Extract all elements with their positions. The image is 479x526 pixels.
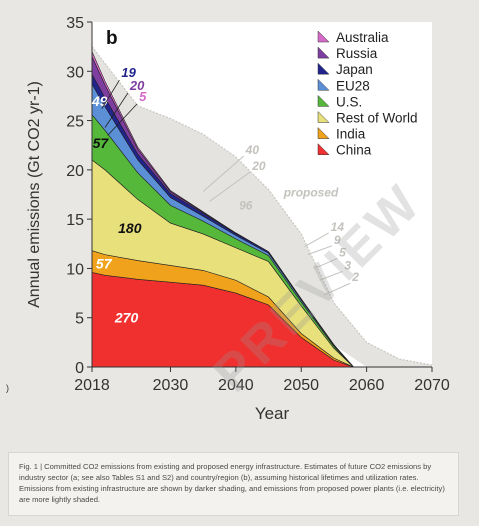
proposed-leader-7 [323,282,351,296]
legend-label-australia: Australia [336,30,389,45]
x-axis-title: Year [255,404,290,423]
proposed-leader-0 [202,155,244,192]
proposed-value-6: 3 [344,258,351,272]
proposed-area [92,46,432,368]
callout-value-russia: 20 [129,78,145,93]
x-tick-label-2060: 2060 [349,377,385,394]
area-australia [91,51,354,368]
area-label-u-s: 57 [93,135,110,151]
legend-label-eu28: EU28 [336,78,370,93]
x-tick-label-2030: 2030 [153,377,189,394]
legend-swatch-rest-of-world [317,110,330,123]
legend-label-china: China [336,143,372,158]
legend-swatch-australia [317,30,330,43]
proposed-value-0: 40 [245,143,260,157]
proposed-leader-4 [307,245,333,256]
x-tick-label-2018: 2018 [74,377,110,394]
left-marker: ) [6,383,9,393]
proposed-leader-5 [314,258,338,269]
proposed-leader-1 [209,171,251,202]
legend-label-russia: Russia [336,46,378,61]
chart-panel: 0 5 10 15 20 25 30 35 2018 2030 2040 2050 2060 2070 Ye… [26,15,450,423]
callout-value-japan: 19 [121,65,136,80]
callout-leader-japan [101,79,120,109]
area-label-india: 57 [96,255,113,271]
y-tick-label-10: 10 [66,261,84,278]
proposed-leader-6 [319,270,343,281]
caption-text: Fig. 1 | Committed CO2 emissions from ex… [19,462,445,504]
y-tick-label-0: 0 [75,360,84,377]
proposed-value-2: 96 [239,198,253,212]
legend-swatch-japan [317,62,330,75]
legend-label-india: India [336,127,366,142]
proposed-value-5: 5 [339,246,346,260]
legend-swatch-china [317,143,330,155]
y-tick-label-35: 35 [66,15,84,32]
legend-label-rest-of-world: Rest of World [336,111,418,126]
y-tick-label-15: 15 [66,212,84,229]
callout-leader-australia [107,103,138,136]
proposed-label: proposed [283,185,339,199]
x-tick-label-2070: 2070 [414,377,450,394]
panel-label: b [106,28,118,49]
area-label-eu28: 49 [91,93,108,109]
callout-value-australia: 5 [139,89,147,104]
callout-leader-russia [104,92,129,128]
legend-swatch-india [317,126,330,139]
y-tick-label-25: 25 [66,114,84,131]
x-tick-label-2050: 2050 [283,377,319,394]
legend-label-u-s: U.S. [336,94,362,109]
proposed-leader-3 [304,232,329,248]
proposed-value-3: 14 [331,220,345,234]
legend-swatch-eu28 [317,78,330,91]
area-label-rest-of-world: 180 [118,220,142,236]
legend-swatch-russia [317,46,330,59]
y-axis-title: Annual emissions (Gt CO2 yr-1) [26,81,43,308]
legend-swatch-u-s [317,94,330,107]
area-label-china: 270 [114,310,139,326]
y-tick-label-5: 5 [75,311,84,328]
y-tick-label-30: 30 [66,64,84,81]
proposed-outline [91,46,433,366]
proposed-value-7: 2 [351,270,359,284]
figure-caption: Fig. 1 | Committed CO2 emissions from ex… [8,452,459,516]
proposed-value-1: 20 [251,159,266,173]
proposed-value-4: 9 [334,233,341,247]
legend-label-japan: Japan [336,62,373,77]
y-tick-label-20: 20 [66,163,84,180]
x-tick-label-2040: 2040 [218,377,254,394]
